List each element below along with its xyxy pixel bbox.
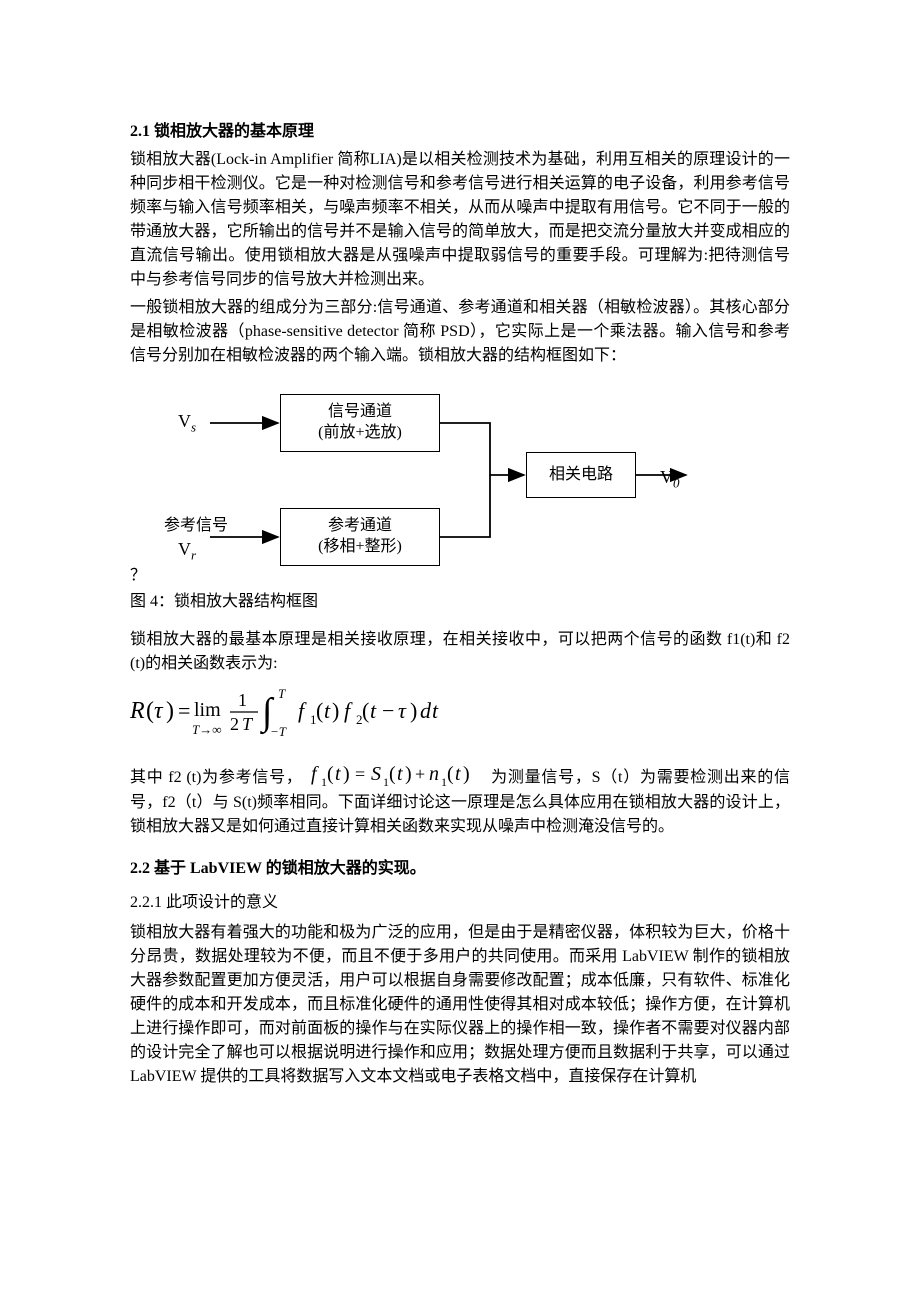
svg-text:lim: lim [194, 699, 221, 721]
document-page: 2.1 锁相放大器的基本原理 锁相放大器(Lock-in Amplifier 简… [0, 0, 920, 1302]
svg-text:2: 2 [230, 714, 239, 734]
svg-text:T→∞: T→∞ [192, 722, 222, 737]
para4-pre: 其中 f2 (t)为参考信号， [130, 769, 303, 786]
svg-text:f: f [311, 763, 319, 785]
svg-text:T: T [242, 714, 254, 734]
section-2-1-title: 2.1 锁相放大器的基本原理 [130, 120, 790, 144]
svg-text:): ) [463, 763, 470, 785]
svg-text:(: ( [389, 763, 396, 785]
svg-text:1: 1 [238, 690, 247, 710]
section-2-2-title: 2.2 基于 LabVIEW 的锁相放大器的实现。 [130, 857, 790, 881]
svg-text:d: d [420, 698, 432, 723]
svg-text:−: − [382, 698, 394, 723]
section-2-1-para-4: 其中 f2 (t)为参考信号， f 1 ( t ) = S 1 ( t ) + … [130, 761, 790, 839]
svg-text:t: t [397, 763, 403, 785]
svg-text:t: t [370, 698, 377, 723]
svg-text:): ) [166, 698, 174, 724]
svg-text:f: f [298, 698, 307, 723]
svg-text:(: ( [146, 698, 154, 724]
svg-text:−T: −T [270, 724, 287, 739]
figure-4-caption: 图 4：锁相放大器结构框图 [130, 590, 790, 614]
figure-4-block-diagram: Vs 参考信号 Vr V0 信号通道 (前放+选放) 参考通道 (移相+整形) [130, 386, 790, 588]
svg-text:t: t [335, 763, 341, 785]
section-2-1-para-2: 一般锁相放大器的组成分为三部分:信号通道、参考通道和相关器（相敏检波器）。其核心… [130, 296, 790, 368]
svg-text:f: f [344, 698, 353, 723]
diagram-canvas: Vs 参考信号 Vr V0 信号通道 (前放+选放) 参考通道 (移相+整形) [130, 386, 690, 576]
section-2-1-para-1: 锁相放大器(Lock-in Amplifier 简称LIA)是以相关检测技术为基… [130, 148, 790, 292]
svg-text:S: S [371, 763, 381, 785]
svg-text:): ) [410, 698, 417, 723]
formula-correlation: R ( τ ) = lim T→∞ 1 2 T ∫ T −T f 1 ( [130, 684, 790, 749]
svg-text:T: T [278, 686, 286, 701]
section-2-1-para-3: 锁相放大器的最基本原理是相关接收原理，在相关接收中，可以把两个信号的函数 f1(… [130, 628, 790, 676]
formula-correlation-svg: R ( τ ) = lim T→∞ 1 2 T ∫ T −T f 1 ( [130, 684, 490, 740]
svg-text:=: = [355, 764, 365, 784]
svg-text:(: ( [327, 763, 334, 785]
svg-text:=: = [178, 698, 190, 723]
section-2-2-1-para-1: 锁相放大器有着强大的功能和极为广泛的应用，但是由于是精密仪器，体积较为巨大，价格… [130, 921, 790, 1089]
formula-f1-inline: f 1 ( t ) = S 1 ( t ) + n 1 ( t ) [311, 765, 487, 787]
svg-text:τ: τ [154, 698, 164, 724]
svg-text:t: t [455, 763, 461, 785]
svg-text:(: ( [362, 698, 369, 723]
section-2-2-1-title: 2.2.1 此项设计的意义 [130, 891, 790, 915]
svg-text:): ) [405, 763, 412, 785]
svg-text:τ: τ [398, 698, 407, 723]
svg-text:t: t [432, 698, 439, 723]
svg-text:t: t [324, 698, 331, 723]
svg-text:+: + [415, 764, 425, 784]
diagram-arrows [130, 386, 690, 576]
svg-text:(: ( [447, 763, 454, 785]
svg-text:n: n [429, 763, 439, 785]
svg-text:R: R [130, 698, 145, 724]
svg-text:(: ( [316, 698, 323, 723]
svg-text:): ) [343, 763, 350, 785]
svg-text:): ) [332, 698, 339, 723]
